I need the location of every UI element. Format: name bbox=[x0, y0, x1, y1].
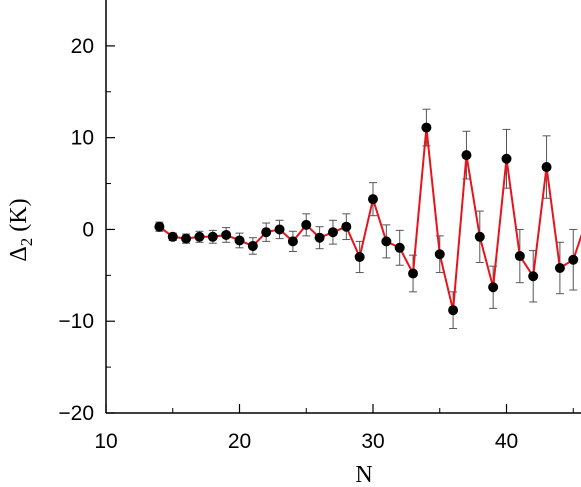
x-tick-label: 40 bbox=[495, 430, 518, 453]
data-point bbox=[181, 233, 192, 244]
data-point bbox=[341, 221, 352, 232]
data-point bbox=[408, 268, 419, 279]
data-point bbox=[221, 229, 232, 240]
y-axis: −20 −10 0 10 20 bbox=[58, 35, 115, 425]
data-point bbox=[541, 162, 552, 173]
data-point bbox=[314, 232, 325, 243]
data-point bbox=[354, 251, 365, 262]
data-point bbox=[554, 262, 565, 273]
y-tick-label: −20 bbox=[58, 402, 94, 425]
x-tick-label: 30 bbox=[361, 430, 384, 453]
data-point bbox=[568, 254, 579, 265]
plot-frame bbox=[105, 0, 581, 414]
data-point bbox=[394, 242, 405, 253]
data-point bbox=[381, 236, 392, 247]
data-point bbox=[207, 231, 218, 242]
y-tick-label: 10 bbox=[71, 127, 94, 150]
data-point bbox=[474, 231, 485, 242]
data-point bbox=[154, 221, 165, 232]
data-point bbox=[287, 236, 298, 247]
x-tick-label: 10 bbox=[94, 430, 117, 453]
x-axis: 1020304050 bbox=[94, 404, 574, 453]
data-point bbox=[461, 150, 472, 161]
data-point bbox=[301, 219, 312, 230]
data-point bbox=[327, 227, 338, 238]
data-point bbox=[234, 235, 245, 246]
y-tick-label: 0 bbox=[82, 218, 94, 241]
y-axis-label-unit: (K) bbox=[6, 198, 32, 237]
data-point bbox=[488, 282, 499, 293]
data-point bbox=[501, 153, 512, 164]
data-point bbox=[448, 305, 459, 316]
data-point bbox=[514, 251, 525, 262]
x-tick-label: 20 bbox=[228, 430, 251, 453]
data-point bbox=[528, 271, 539, 282]
data-point bbox=[434, 249, 445, 260]
data-point bbox=[261, 227, 272, 238]
data-point bbox=[274, 224, 285, 235]
data-point bbox=[194, 231, 205, 242]
y-tick-label: −10 bbox=[58, 310, 94, 333]
y-axis-label-symbol: Δ bbox=[6, 246, 32, 261]
data-point bbox=[247, 240, 258, 251]
data-point bbox=[368, 194, 378, 205]
y-axis-label: Δ2 (K) bbox=[6, 198, 36, 261]
y-axis-label-subscript: 2 bbox=[17, 238, 36, 247]
data-points bbox=[154, 122, 579, 316]
data-point bbox=[421, 122, 432, 133]
y-tick-label: 20 bbox=[71, 35, 94, 58]
x-axis-label: N bbox=[355, 462, 372, 487]
data-point bbox=[167, 231, 178, 242]
